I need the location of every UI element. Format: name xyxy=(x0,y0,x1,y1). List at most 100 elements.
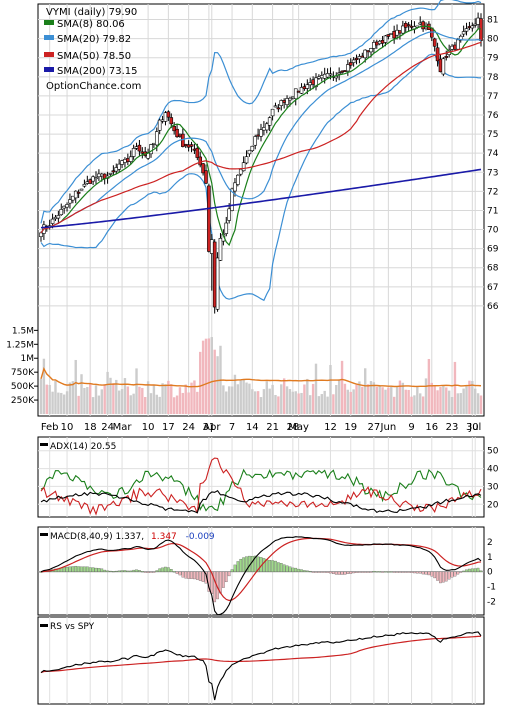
volume-bar xyxy=(115,379,118,414)
volume-bar xyxy=(184,384,187,414)
volume-bar xyxy=(311,383,315,414)
volume-bar xyxy=(445,387,448,414)
macd-histogram-bar xyxy=(256,556,260,572)
volume-bar xyxy=(468,380,471,414)
volume-bar xyxy=(378,386,381,414)
volume-bar xyxy=(190,382,193,414)
candle-down xyxy=(444,56,449,58)
macd-histogram-bar xyxy=(62,567,66,572)
date-tick-label: Apr xyxy=(203,422,221,433)
sma20-swatch xyxy=(44,35,54,40)
candle-down xyxy=(479,18,483,41)
volume-bar xyxy=(309,395,312,414)
candle-up xyxy=(476,17,480,25)
volume-bar xyxy=(274,394,277,414)
candle-up xyxy=(56,215,61,219)
candle-up xyxy=(99,173,104,177)
adx-legend-text: ADX(14) 20.55 xyxy=(50,442,116,452)
macd-histogram-bar xyxy=(106,570,109,572)
candle-up xyxy=(285,98,289,106)
candle-up xyxy=(372,42,376,49)
macd-histogram-bar xyxy=(297,568,300,572)
candle-down xyxy=(201,163,205,174)
volume-bar xyxy=(416,386,419,414)
volume-bar xyxy=(459,393,462,414)
volume-bar xyxy=(251,389,254,414)
date-tick-label: 7 xyxy=(229,422,235,433)
macd-histogram-bar xyxy=(250,556,254,572)
volume-bar xyxy=(45,384,48,414)
macd-histogram-bar xyxy=(253,555,257,572)
macd-histogram-bar xyxy=(94,567,98,572)
chart-title: VYMI (daily) 79.90 xyxy=(46,7,137,18)
candle-up xyxy=(160,119,165,122)
volume-bar xyxy=(471,380,474,414)
candle-down xyxy=(183,143,188,147)
candle-up xyxy=(209,239,214,254)
macd-histogram-bar xyxy=(172,571,176,573)
date-tick-label: Feb xyxy=(41,422,59,433)
candle-down xyxy=(311,79,315,85)
candle-up xyxy=(267,117,272,126)
volume-bar xyxy=(141,387,144,414)
volume-bar xyxy=(306,378,309,414)
candle-up xyxy=(97,173,101,178)
macd-histogram-bar xyxy=(470,568,474,572)
volume-bar xyxy=(436,390,439,414)
candle-down xyxy=(360,55,365,58)
date-tick-label: 16 xyxy=(425,422,438,433)
candle-down xyxy=(296,90,301,93)
candle-up xyxy=(395,29,399,36)
macd-histogram-bar xyxy=(465,569,468,572)
candle-up xyxy=(59,209,64,216)
macd-histogram-bar xyxy=(387,571,390,573)
volume-bar xyxy=(381,387,384,414)
price-tick-label: 74 xyxy=(487,149,499,159)
candle-up xyxy=(456,39,460,50)
macd-histogram-bar xyxy=(109,570,112,573)
volume-bar xyxy=(288,389,292,414)
candle-up xyxy=(128,156,133,162)
price-tick-label: 70 xyxy=(487,226,499,236)
date-tick-label: May xyxy=(288,422,309,433)
candle-up xyxy=(470,25,475,29)
macd-histogram-bar xyxy=(433,571,437,579)
macd-histogram-bar xyxy=(363,571,367,573)
volume-bar xyxy=(146,381,150,414)
candle-down xyxy=(386,34,391,37)
volume-bar xyxy=(366,384,370,414)
macd-histogram-value: -0.009 xyxy=(186,532,215,542)
candle-up xyxy=(85,181,90,184)
volume-tick-label: 1M xyxy=(21,354,35,364)
sma200-legend: SMA(200) 73.15 xyxy=(57,66,138,77)
macd-histogram-bar xyxy=(326,571,329,573)
adx-swatch xyxy=(40,443,48,446)
macd-histogram-bar xyxy=(138,570,141,572)
volume-bar xyxy=(340,360,344,414)
volume-bar xyxy=(144,397,147,414)
price-tick-label: 81 xyxy=(487,16,498,26)
macd-histogram-bar xyxy=(375,571,379,573)
candle-up xyxy=(62,205,66,209)
macd-histogram-bar xyxy=(436,571,439,581)
candle-up xyxy=(149,144,153,155)
candle-down xyxy=(392,30,396,39)
volume-bar xyxy=(294,391,297,414)
candle-up xyxy=(319,75,324,79)
volume-bar xyxy=(207,338,211,414)
candle-up xyxy=(68,199,72,204)
volume-bar xyxy=(456,393,460,414)
candle-up xyxy=(71,195,75,201)
volume-bar xyxy=(268,388,271,414)
macd-histogram-bar xyxy=(201,571,205,582)
volume-bar xyxy=(242,379,245,414)
volume-bar xyxy=(227,386,231,414)
macd-histogram-bar xyxy=(372,571,376,573)
macd-histogram-bar xyxy=(413,571,416,574)
volume-bar xyxy=(320,394,323,414)
volume-bar xyxy=(80,374,83,414)
macd-histogram-bar xyxy=(323,571,327,573)
price-tick-label: 77 xyxy=(487,92,498,102)
upper-bollinger-band xyxy=(40,0,482,224)
